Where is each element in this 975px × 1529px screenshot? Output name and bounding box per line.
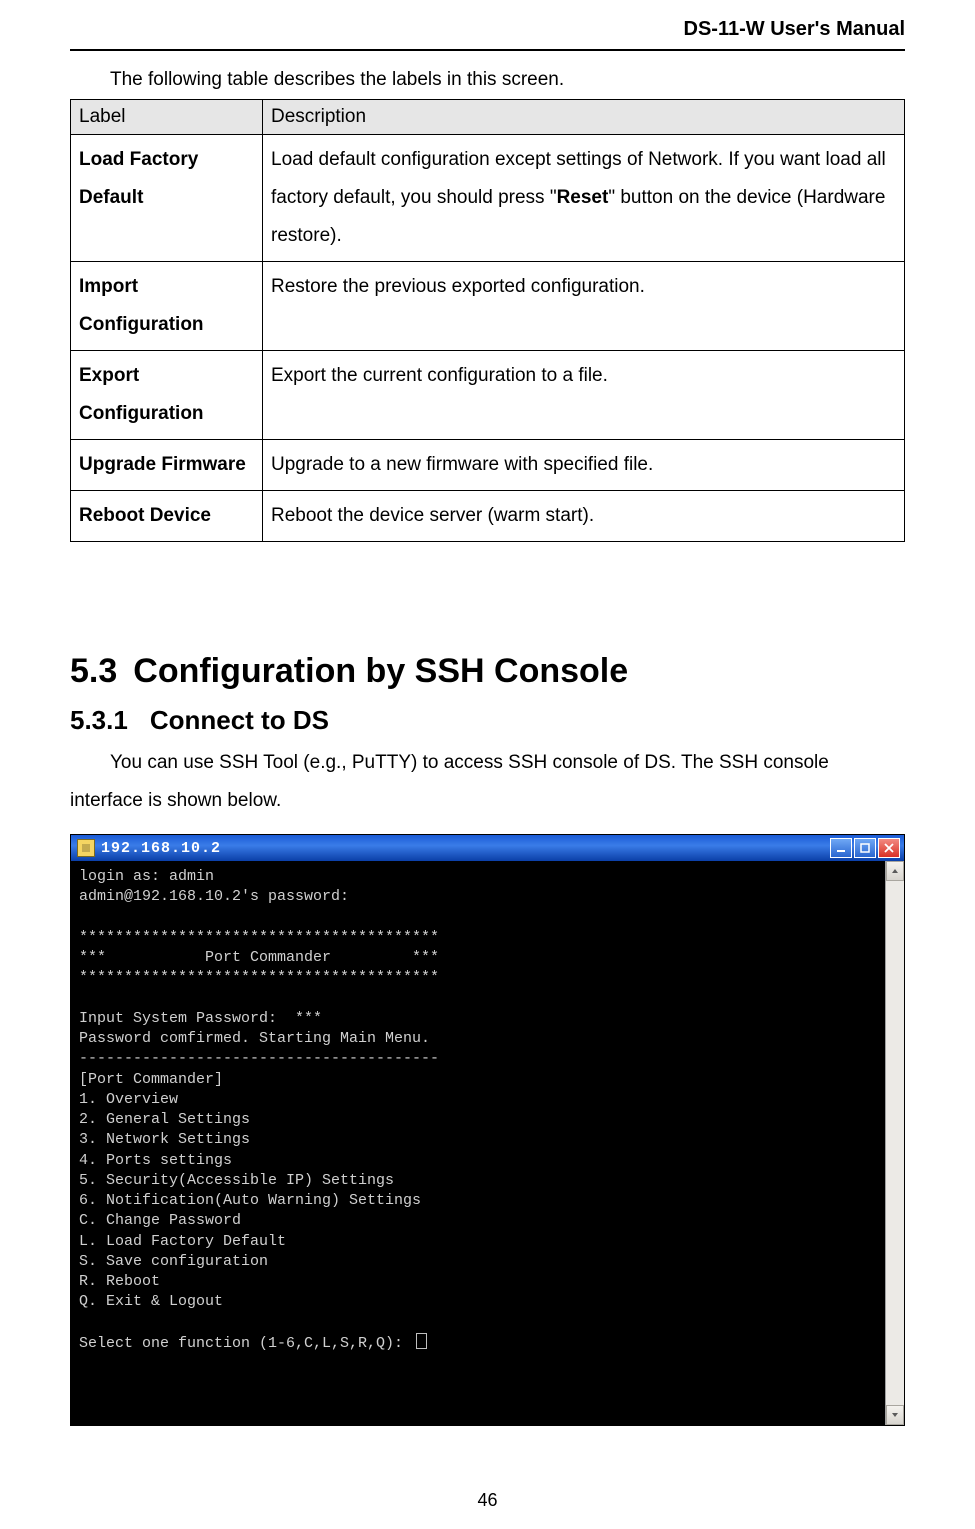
row-desc: Reboot the device server (warm start). bbox=[263, 491, 905, 542]
section-heading: 5.3 Configuration by SSH Console bbox=[70, 652, 905, 691]
page-number: 46 bbox=[0, 1490, 975, 1511]
scroll-up-button[interactable] bbox=[886, 861, 904, 881]
row-desc: Restore the previous exported configurat… bbox=[263, 262, 905, 351]
window-titlebar[interactable]: 192.168.10.2 bbox=[71, 835, 904, 861]
scroll-down-button[interactable] bbox=[886, 1405, 904, 1425]
section-title: Configuration by SSH Console bbox=[133, 652, 628, 690]
putty-icon bbox=[77, 839, 95, 857]
table-row: Reboot Device Reboot the device server (… bbox=[71, 491, 905, 542]
table-row: Import Configuration Restore the previou… bbox=[71, 262, 905, 351]
terminal-output[interactable]: login as: admin admin@192.168.10.2's pas… bbox=[71, 861, 885, 1425]
chevron-down-icon bbox=[891, 1411, 899, 1419]
table-header-row: Label Description bbox=[71, 100, 905, 135]
minimize-icon bbox=[836, 843, 846, 853]
subsection-number: 5.3.1 bbox=[70, 705, 128, 736]
col-header-label: Label bbox=[71, 100, 263, 135]
scrollbar-track[interactable] bbox=[886, 881, 904, 1405]
intro-text: The following table describes the labels… bbox=[70, 69, 905, 91]
ssh-terminal-window: 192.168.10.2 login as: admin admin@192.1… bbox=[70, 834, 905, 1426]
table-row: Export Configuration Export the current … bbox=[71, 351, 905, 440]
row-desc: Upgrade to a new firmware with specified… bbox=[263, 440, 905, 491]
maximize-button[interactable] bbox=[854, 838, 876, 858]
window-title-text: 192.168.10.2 bbox=[101, 840, 828, 857]
row-label: Load Factory Default bbox=[71, 135, 263, 262]
label-description-table: Label Description Load Factory Default L… bbox=[70, 99, 905, 542]
close-button[interactable] bbox=[878, 838, 900, 858]
chevron-up-icon bbox=[891, 867, 899, 875]
row-label: Import Configuration bbox=[71, 262, 263, 351]
section-number: 5.3 bbox=[70, 652, 117, 691]
table-row: Load Factory Default Load default config… bbox=[71, 135, 905, 262]
row-label: Export Configuration bbox=[71, 351, 263, 440]
minimize-button[interactable] bbox=[830, 838, 852, 858]
body-paragraph: You can use SSH Tool (e.g., PuTTY) to ac… bbox=[70, 744, 905, 820]
row-label: Upgrade Firmware bbox=[71, 440, 263, 491]
page-header-title: DS-11-W User's Manual bbox=[70, 18, 905, 51]
scrollbar[interactable] bbox=[885, 861, 904, 1425]
table-row: Upgrade Firmware Upgrade to a new firmwa… bbox=[71, 440, 905, 491]
col-header-description: Description bbox=[263, 100, 905, 135]
row-desc: Export the current configuration to a fi… bbox=[263, 351, 905, 440]
row-label: Reboot Device bbox=[71, 491, 263, 542]
maximize-icon bbox=[860, 843, 870, 853]
subsection-heading: 5.3.1 Connect to DS bbox=[70, 705, 905, 736]
subsection-title: Connect to DS bbox=[150, 705, 329, 735]
close-icon bbox=[884, 843, 894, 853]
terminal-cursor bbox=[416, 1333, 427, 1349]
row-desc: Load default configuration except settin… bbox=[263, 135, 905, 262]
